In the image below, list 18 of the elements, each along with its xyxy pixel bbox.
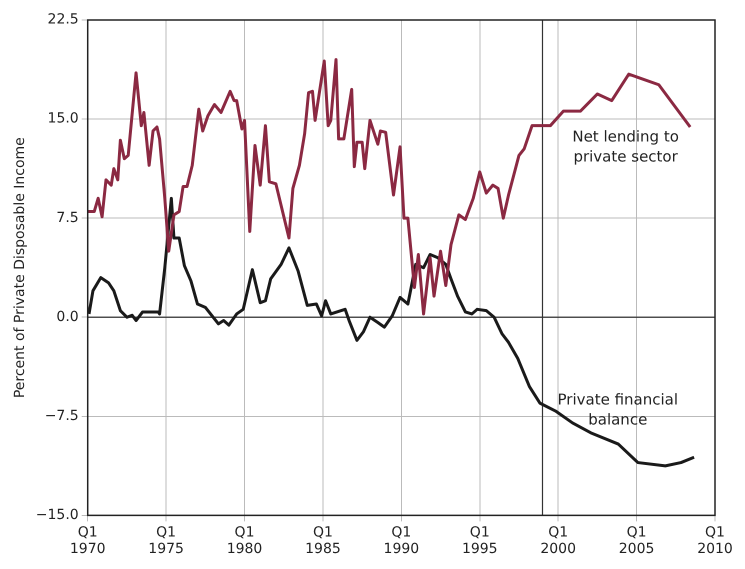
x-tick-label: Q1 1975 (148, 524, 184, 558)
x-tick-label: Q1 1985 (305, 524, 341, 558)
y-axis-title: Percent of Private Disposable Income (12, 137, 28, 398)
y-tick-label: −15.0 (36, 507, 79, 524)
x-tick-label: Q1 1995 (462, 524, 498, 558)
x-tick-label: Q1 2000 (540, 524, 576, 558)
y-tick-label: 22.5 (48, 12, 79, 28)
x-tick-label: Q1 2005 (618, 524, 654, 558)
x-tick-label: Q1 1980 (226, 524, 262, 558)
x-tick-label: Q1 2010 (697, 524, 733, 558)
series-label: Private financial balance (558, 390, 678, 428)
series-label: Net lending to private sector (572, 128, 679, 166)
y-tick-label: 0.0 (56, 308, 79, 325)
x-tick-label: Q1 1970 (70, 524, 106, 558)
x-tick-label: Q1 1990 (384, 524, 420, 558)
y-tick-label: −7.5 (44, 408, 79, 424)
y-tick-label: 7.5 (56, 210, 79, 226)
y-tick-label: 15.0 (48, 110, 79, 127)
